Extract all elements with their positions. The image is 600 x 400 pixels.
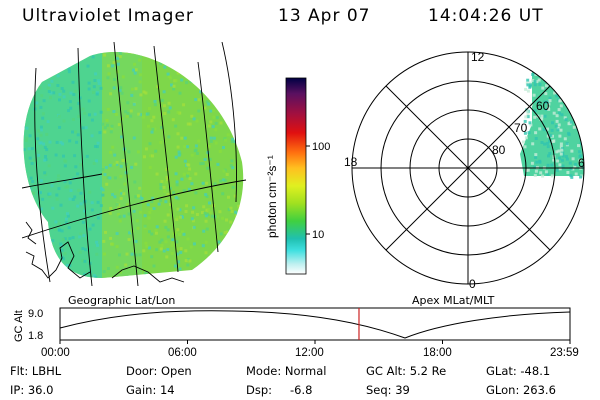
intensity-colorbar: 100 10 photon cm⁻²s⁻¹ <box>265 77 330 275</box>
polar-grid <box>351 51 585 285</box>
mlat-label-80: 80 <box>492 143 506 157</box>
sequence-status: Seq: 39 <box>366 383 410 397</box>
mlat-label-60: 60 <box>536 99 550 113</box>
geographic-latitude: GLat: -48.1 <box>486 364 551 378</box>
mlt-label-6: 6 <box>578 156 585 170</box>
mlat-label-70: 70 <box>514 121 528 135</box>
time-label: 14:04:26 UT <box>428 6 544 26</box>
mlt-label-0: 0 <box>469 277 476 291</box>
dsp-label: Dsp: <box>246 383 273 397</box>
timeline-ylabel: GC Alt <box>13 310 25 342</box>
gc-altitude-status: GC Alt: 5.2 Re <box>366 364 447 378</box>
geographic-panel-label: Geographic Lat/Lon <box>68 294 176 307</box>
timeline-ytick-top: 9.0 <box>28 308 43 320</box>
header: Ultraviolet Imager 13 Apr 07 14:04:26 UT <box>0 6 600 30</box>
coastline <box>25 221 185 283</box>
timeline-xtick-1800: 18:00 <box>423 347 452 359</box>
altitude-curve <box>59 310 571 339</box>
gain-status: Gain: 14 <box>126 383 175 397</box>
timeline-xtick-0600: 06:00 <box>168 347 197 359</box>
lat-lon-grid <box>22 42 247 286</box>
date-label: 13 Apr 07 <box>278 6 371 26</box>
timeline-xtick-2359: 23:59 <box>550 347 579 359</box>
geographic-longitude: GLon: 263.6 <box>486 383 556 397</box>
filter-status: Flt: LBHL <box>10 364 62 378</box>
mlt-label-12: 12 <box>471 50 485 64</box>
orbit-altitude-timeline: GC Alt 9.0 1.8 00:00 06:00 12:00 18:00 2… <box>13 307 579 359</box>
mlt-label-18: 18 <box>344 155 358 169</box>
colorbar-gradient <box>285 77 307 275</box>
apex-polar-plot: 12 18 6 0 60 70 80 <box>344 50 585 291</box>
timeline-xtick-1200: 12:00 <box>295 347 324 359</box>
dsp-value: -6.8 <box>290 383 313 397</box>
geographic-map <box>22 42 247 286</box>
colorbar-tick-10: 10 <box>312 229 324 241</box>
timeline-frame <box>59 307 571 341</box>
apex-panel-label: Apex MLat/MLT <box>412 294 495 307</box>
mode-status: Mode: Normal <box>246 364 327 378</box>
timeline-xtick-0000: 00:00 <box>41 347 70 359</box>
instrument-title: Ultraviolet Imager <box>22 6 194 26</box>
ip-status: IP: 36.0 <box>10 383 54 397</box>
colorbar-tick-100: 100 <box>312 141 330 153</box>
timeline-ytick-bottom: 1.8 <box>28 330 43 342</box>
door-status: Door: Open <box>126 364 192 378</box>
colorbar-unit-label: photon cm⁻²s⁻¹ <box>265 155 279 238</box>
